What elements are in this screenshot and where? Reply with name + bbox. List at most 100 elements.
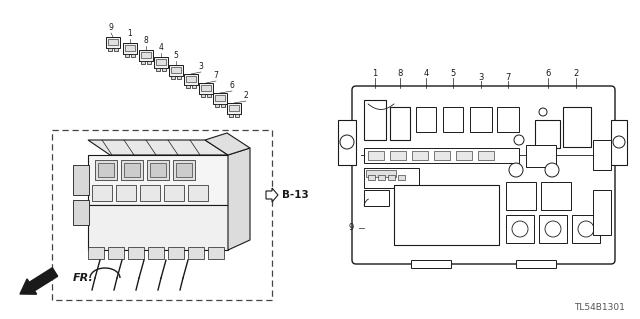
Bar bbox=[364, 100, 386, 140]
Bar bbox=[394, 185, 499, 245]
Bar bbox=[229, 105, 239, 110]
Bar bbox=[535, 120, 560, 148]
Bar bbox=[213, 93, 227, 103]
Text: 7: 7 bbox=[214, 71, 218, 80]
Bar bbox=[368, 175, 375, 180]
Bar bbox=[364, 168, 419, 188]
Polygon shape bbox=[88, 140, 228, 155]
Text: 8: 8 bbox=[397, 70, 403, 78]
Text: 3: 3 bbox=[198, 62, 204, 71]
Bar bbox=[148, 247, 164, 259]
FancyArrow shape bbox=[20, 268, 58, 294]
Bar bbox=[186, 76, 196, 81]
Bar bbox=[95, 160, 117, 180]
Polygon shape bbox=[88, 155, 228, 205]
Bar bbox=[168, 247, 184, 259]
Bar bbox=[123, 42, 137, 54]
Bar bbox=[611, 120, 627, 165]
Bar bbox=[92, 185, 112, 201]
Circle shape bbox=[539, 108, 547, 116]
Circle shape bbox=[509, 163, 523, 177]
Bar bbox=[229, 114, 233, 116]
Bar bbox=[124, 163, 140, 177]
Bar bbox=[207, 93, 211, 97]
Text: 1: 1 bbox=[127, 29, 132, 38]
Bar bbox=[188, 185, 208, 201]
Bar bbox=[169, 64, 183, 76]
Bar bbox=[390, 107, 410, 140]
Bar bbox=[171, 76, 175, 78]
Bar bbox=[125, 44, 135, 50]
Bar bbox=[140, 185, 160, 201]
Bar bbox=[139, 49, 153, 61]
Bar bbox=[215, 94, 225, 100]
Bar bbox=[416, 107, 436, 132]
Bar bbox=[184, 73, 198, 85]
Bar bbox=[516, 260, 556, 268]
Bar bbox=[526, 145, 556, 167]
Circle shape bbox=[340, 135, 354, 149]
Bar bbox=[506, 182, 536, 210]
Bar bbox=[156, 58, 166, 64]
Bar bbox=[128, 247, 144, 259]
Text: 2: 2 bbox=[244, 91, 248, 100]
Text: 1: 1 bbox=[372, 70, 378, 78]
Text: 2: 2 bbox=[573, 70, 579, 78]
Bar bbox=[390, 151, 406, 160]
Circle shape bbox=[545, 163, 559, 177]
Text: 5: 5 bbox=[173, 51, 179, 60]
Circle shape bbox=[514, 135, 524, 145]
Bar bbox=[147, 160, 169, 180]
Bar bbox=[171, 66, 181, 72]
Bar bbox=[176, 163, 192, 177]
Circle shape bbox=[613, 136, 625, 148]
Bar bbox=[411, 260, 451, 268]
Bar bbox=[106, 36, 120, 48]
Polygon shape bbox=[228, 148, 250, 250]
Bar bbox=[141, 61, 145, 63]
Polygon shape bbox=[266, 188, 278, 202]
Bar bbox=[147, 61, 151, 63]
Bar bbox=[201, 93, 205, 97]
Bar bbox=[208, 247, 224, 259]
Bar bbox=[192, 85, 196, 87]
Bar bbox=[199, 83, 213, 93]
Bar bbox=[173, 160, 195, 180]
Bar bbox=[73, 165, 89, 195]
Bar bbox=[506, 215, 534, 243]
Circle shape bbox=[545, 221, 561, 237]
Bar bbox=[366, 170, 396, 177]
Bar bbox=[412, 151, 428, 160]
Bar bbox=[593, 190, 611, 235]
Text: 9: 9 bbox=[109, 23, 113, 32]
Bar bbox=[108, 247, 124, 259]
Bar bbox=[156, 68, 160, 70]
Bar bbox=[539, 215, 567, 243]
Text: 6: 6 bbox=[545, 70, 550, 78]
Bar bbox=[221, 103, 225, 107]
Bar bbox=[162, 68, 166, 70]
Bar bbox=[456, 151, 472, 160]
Circle shape bbox=[578, 221, 594, 237]
Bar bbox=[443, 107, 463, 132]
Circle shape bbox=[512, 221, 528, 237]
Bar bbox=[131, 54, 135, 56]
Bar bbox=[563, 107, 591, 147]
Bar bbox=[201, 85, 211, 91]
Bar bbox=[478, 151, 494, 160]
Bar bbox=[98, 163, 114, 177]
Polygon shape bbox=[88, 205, 228, 250]
Text: FR.: FR. bbox=[73, 273, 93, 283]
Bar bbox=[150, 163, 166, 177]
Text: 5: 5 bbox=[451, 70, 456, 78]
Bar bbox=[88, 247, 104, 259]
Bar bbox=[593, 140, 611, 170]
Bar bbox=[398, 175, 405, 180]
Text: 8: 8 bbox=[143, 36, 148, 45]
Bar bbox=[108, 48, 112, 50]
Bar bbox=[215, 103, 219, 107]
Bar bbox=[368, 151, 384, 160]
Bar bbox=[121, 160, 143, 180]
Bar bbox=[108, 39, 118, 44]
Bar bbox=[177, 76, 181, 78]
